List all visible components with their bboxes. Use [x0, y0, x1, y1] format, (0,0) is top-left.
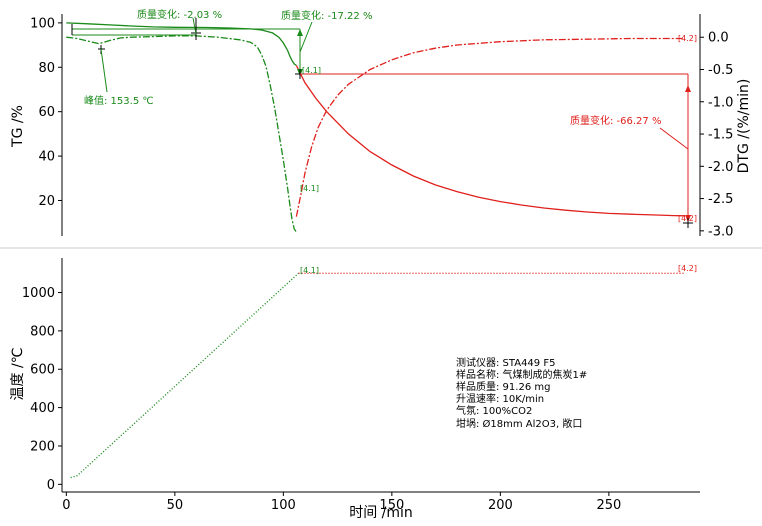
top-series-1-solid-high-temperature — [295, 65, 685, 217]
mass-change-3-pointer — [659, 127, 689, 150]
mass-change-1-label: 质量变化: -2.03 % — [137, 8, 222, 21]
top-y2-tick-label-5: -2.5 — [708, 192, 733, 207]
top-y-tick-label-2: 60 — [38, 105, 55, 120]
info-crucible: 坩埚: Ø18mm Al2O3, 敞口 — [456, 417, 582, 430]
info-sample-name: 样品名称: 气煤制成的焦炭1# — [456, 368, 587, 381]
top-y-tick-label-1: 40 — [38, 150, 55, 165]
info-heating-rate: 升温速率: 10K/min — [456, 392, 544, 405]
bottom-y-tick-label-3: 600 — [30, 363, 55, 378]
peak-pointer — [100, 48, 108, 93]
info-atmosphere: 气氛: 100%CO2 — [456, 404, 532, 417]
marker-41-top-2: [4.1] — [300, 184, 319, 193]
top-y2-tick-label-4: -2.0 — [708, 160, 733, 175]
info-block: 测试仪器: STA449 F5 样品名称: 气煤制成的焦炭1# 样品质量: 91… — [456, 356, 587, 430]
axes — [61, 14, 701, 493]
mass-change-1-pointer — [192, 17, 197, 35]
top-y2-tick-label-0: 0.0 — [708, 31, 729, 46]
x-tick-label-2: 100 — [271, 498, 296, 513]
bottom-series-group — [70, 272, 685, 479]
mass-change-2-label: 质量变化: -17.22 % — [281, 9, 372, 22]
marker-41-top-1: [4.1] — [302, 66, 321, 75]
mass-change-2-pointer — [299, 21, 313, 53]
x-tick-label-4: 200 — [488, 498, 513, 513]
x-tick-label-3: 150 — [379, 498, 404, 513]
top-y2-tick-label-6: -3.0 — [708, 224, 733, 239]
marker-42-top-2: [4.2] — [678, 214, 697, 223]
x-tick-label-5: 250 — [596, 498, 621, 513]
tick-group: 20 40 60 80 100 0.0 -0.5 -1.0 -1.5 -2.0 -2.5 -3.0 0 2… — [22, 16, 733, 513]
mass-change-3-label: 质量变化: -66.27 % — [570, 114, 661, 127]
marker-42-bottom: [4.2] — [678, 264, 697, 273]
top-y-axis-label: TG /% — [10, 105, 26, 148]
mass-change-3-arrow-up — [685, 85, 691, 92]
top-y2-tick-label-3: -1.5 — [708, 128, 733, 143]
bottom-y-tick-label-4: 800 — [30, 324, 55, 339]
top-y-tick-label-0: 20 — [38, 194, 55, 209]
top-y2-tick-label-2: -1.0 — [708, 95, 733, 110]
top-series-2-dashdot-low-temperature — [66, 35, 297, 233]
bottom-y-tick-label-1: 200 — [30, 439, 55, 454]
x-tick-label-1: 50 — [167, 498, 184, 513]
mass-change-2-arrow-up — [297, 29, 303, 36]
info-sample-mass: 样品质量: 91.26 mg — [456, 380, 550, 393]
annotation-lines — [71, 17, 693, 228]
peak-label: 峰值: 153.5 ℃ — [84, 94, 154, 107]
bottom-y-tick-label-2: 400 — [30, 401, 55, 416]
top-series-group — [66, 22, 685, 233]
marker-42-top-1: [4.2] — [678, 34, 697, 43]
x-axis-label: 时间 /min — [349, 505, 413, 521]
bottom-y-tick-label-5: 1000 — [22, 286, 55, 301]
bottom-y-tick-label-0: 0 — [47, 478, 55, 493]
info-instrument: 测试仪器: STA449 F5 — [456, 356, 555, 369]
top-y-tick-label-3: 80 — [38, 61, 55, 76]
bottom-series-0-dotted-ramp — [70, 272, 299, 479]
top-y-tick-label-4: 100 — [30, 16, 55, 31]
x-tick-label-0: 0 — [62, 498, 70, 513]
top-y2-axis-label: DTG /(%/min) — [736, 79, 752, 174]
bottom-y-axis-label: 温度 /℃ — [10, 348, 26, 401]
top-series-3-dashdot-high-temperature — [295, 37, 685, 217]
top-y2-tick-label-1: -0.5 — [708, 63, 733, 78]
marker-41-bottom: [4.1] — [300, 266, 319, 275]
